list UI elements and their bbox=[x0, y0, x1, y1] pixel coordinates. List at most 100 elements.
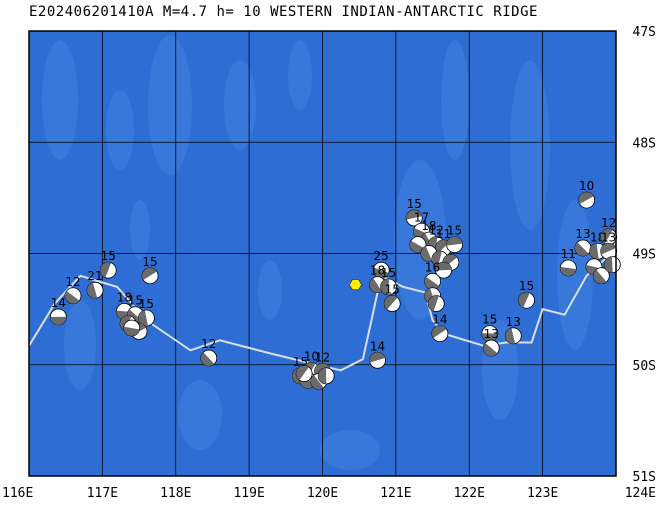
depth-label: 14 bbox=[51, 296, 66, 310]
beachball-quadrant bbox=[483, 342, 498, 357]
depth-label: 15 bbox=[381, 266, 396, 280]
beachball-quadrant bbox=[369, 277, 382, 293]
beachball-quadrant bbox=[200, 352, 215, 367]
depth-label: 13 bbox=[484, 327, 499, 341]
beachball-quadrant bbox=[384, 295, 398, 310]
bathymetry-streak bbox=[441, 40, 469, 160]
beachball-quadrant bbox=[50, 316, 67, 325]
depth-label: 15 bbox=[128, 294, 143, 308]
beachball-quadrant bbox=[373, 267, 389, 279]
beachball-quadrant bbox=[604, 256, 613, 273]
beachball-quadrant bbox=[65, 290, 80, 304]
depth-label: 16 bbox=[425, 260, 440, 274]
focal-mechanism-0: 14 bbox=[49, 296, 67, 326]
beachball-quadrant bbox=[560, 266, 577, 276]
depth-label: 15 bbox=[385, 283, 400, 297]
beachball-quadrant bbox=[310, 375, 324, 390]
depth-label: 13 bbox=[506, 315, 521, 329]
beachball-quadrant bbox=[600, 228, 613, 244]
depth-label: 12 bbox=[65, 275, 80, 289]
beachball-quadrant bbox=[420, 246, 433, 262]
depth-label: 12 bbox=[601, 216, 616, 230]
focal-mechanism-43: 10 bbox=[578, 179, 596, 209]
beachball-quadrant bbox=[518, 292, 530, 308]
depth-label: 10 bbox=[579, 179, 594, 193]
depth-label: 12 bbox=[429, 224, 444, 238]
depth-label: 15 bbox=[519, 279, 534, 293]
focal-mechanism-40: 13 bbox=[482, 327, 500, 357]
depth-label: 18 bbox=[421, 219, 436, 233]
depth-label: 14 bbox=[370, 339, 385, 353]
map-frame bbox=[28, 30, 617, 477]
latitude-tick: 49S bbox=[633, 248, 656, 263]
focal-mechanism-30 bbox=[409, 236, 427, 254]
focal-mechanism-23: 15 bbox=[383, 283, 401, 312]
longitude-tick: 123E bbox=[527, 486, 558, 501]
focal-mechanism-20: 25 bbox=[372, 249, 390, 279]
bathymetry-streak bbox=[224, 60, 256, 150]
focal-mechanism-41: 13 bbox=[504, 315, 522, 345]
longitude-tick-labels: 116E 117E 118E 119E 120E 121E 122E 123E 124E bbox=[2, 486, 656, 501]
beachball-quadrant bbox=[318, 367, 327, 384]
depth-label: 18 bbox=[117, 290, 132, 304]
focal-mechanism-1: 12 bbox=[64, 275, 82, 305]
beachball-quadrant bbox=[123, 326, 140, 337]
depth-label: 14 bbox=[432, 313, 447, 327]
focal-mechanism-10 bbox=[123, 319, 141, 337]
bathymetry-shading bbox=[42, 35, 593, 470]
focal-mechanism-3: 15 bbox=[99, 249, 117, 279]
depth-label: 15 bbox=[447, 224, 462, 238]
epicenter-marker bbox=[349, 279, 362, 291]
focal-mechanism-24: 15 bbox=[405, 197, 423, 227]
beachball-quadrant bbox=[593, 269, 607, 284]
depth-label: 13 bbox=[575, 227, 590, 241]
depth-label: 18 bbox=[370, 264, 385, 278]
depth-label: 13 bbox=[601, 230, 616, 244]
focal-mechanism-44: 11 bbox=[559, 247, 577, 277]
bathymetry-streak bbox=[64, 300, 96, 390]
focal-mechanism-22: 15 bbox=[380, 266, 397, 296]
focal-mechanism-39: 15 bbox=[481, 313, 499, 343]
longitude-tick: 120E bbox=[307, 486, 338, 501]
beachball-quadrant bbox=[296, 365, 309, 381]
focal-mechanism-50 bbox=[592, 267, 610, 285]
beachball-quadrant bbox=[431, 251, 442, 267]
focal-mechanism-48: 13 bbox=[600, 230, 618, 260]
depth-label: 11 bbox=[436, 227, 451, 241]
beachball-quadrant bbox=[431, 325, 447, 339]
depth-label: 15 bbox=[101, 249, 116, 263]
bathymetry-streak bbox=[148, 35, 192, 175]
focal-mechanism-47: 12 bbox=[600, 216, 618, 246]
beachball-quadrant bbox=[589, 243, 599, 260]
depth-label: 12 bbox=[315, 350, 330, 364]
focal-mechanism-7: 15 bbox=[137, 297, 155, 327]
latitude-tick: 48S bbox=[633, 136, 656, 151]
bathymetry-streak bbox=[258, 260, 282, 320]
beachball-quadrant bbox=[142, 267, 157, 280]
longitude-tick: 116E bbox=[2, 486, 33, 501]
longitude-tick: 122E bbox=[454, 486, 485, 501]
bathymetry-streak bbox=[106, 90, 134, 170]
focal-mechanism-45: 13 bbox=[574, 227, 592, 257]
beachball-quadrant bbox=[435, 239, 450, 254]
depth-label: 10 bbox=[304, 349, 319, 363]
depth-label: 15 bbox=[142, 255, 157, 269]
focal-mechanism-42: 15 bbox=[518, 279, 535, 309]
beachball-quadrant bbox=[578, 192, 594, 204]
focal-mechanism-18 bbox=[295, 365, 313, 383]
beachball-quadrant bbox=[100, 262, 112, 278]
beachball-quadrant bbox=[369, 352, 386, 363]
focal-mechanism-17 bbox=[317, 367, 335, 385]
map-title: E202406201410A M=4.7 h= 10 WESTERN INDIA… bbox=[29, 4, 538, 20]
focal-mechanism-38: 14 bbox=[431, 313, 449, 343]
bathymetry-streak bbox=[130, 200, 150, 260]
focal-mechanism-11: 12 bbox=[200, 337, 218, 367]
depth-label: 21 bbox=[87, 269, 102, 283]
focal-mechanism-51 bbox=[603, 256, 621, 274]
depth-label: 15 bbox=[407, 197, 422, 211]
focal-mechanism-34 bbox=[435, 261, 452, 279]
longitude-tick: 118E bbox=[160, 486, 191, 501]
depth-label: 12 bbox=[201, 337, 216, 351]
